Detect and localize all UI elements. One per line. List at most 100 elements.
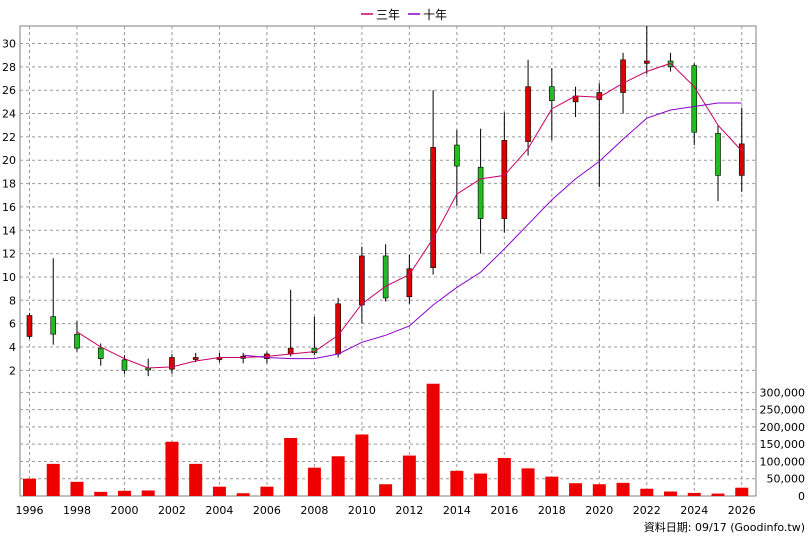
price-tick-2: 2 [9, 364, 16, 377]
x-tick-2024: 2024 [680, 504, 708, 517]
candle-body-2013 [430, 147, 436, 268]
candle-body-2026 [738, 143, 745, 176]
price-tick-20: 20 [2, 154, 16, 167]
volume-bar-2020 [592, 484, 606, 496]
volume-bars [22, 383, 749, 496]
volume-tick-100000: 100,000 [760, 455, 806, 468]
volume-bar-2009 [331, 456, 345, 496]
candle-2009 [335, 297, 341, 358]
candle-2007 [287, 289, 294, 357]
candle-body-2022 [643, 60, 650, 64]
candle-body-2009 [335, 303, 341, 355]
legend-label-ma10: 十年 [423, 8, 447, 22]
volume-bar-2014 [450, 470, 464, 496]
x-tick-2022: 2022 [633, 504, 661, 517]
candle-2026 [738, 107, 745, 192]
volume-bar-2010 [355, 434, 369, 496]
candle-2019 [572, 86, 579, 118]
candle-body-1999 [97, 347, 104, 359]
volume-bar-1998 [70, 481, 84, 496]
price-tick-4: 4 [9, 341, 16, 354]
volume-bar-2025 [711, 493, 725, 496]
volume-bar-2021 [616, 482, 630, 496]
volume-bar-2024 [687, 492, 701, 496]
volume-bar-2000 [117, 490, 131, 496]
volume-bar-1999 [94, 491, 108, 496]
price-tick-12: 12 [2, 248, 16, 261]
candle-body-2025 [715, 133, 721, 176]
ma3-series-line [76, 62, 743, 369]
volume-tick-200000: 200,000 [760, 421, 806, 434]
candle-body-2021 [620, 59, 626, 93]
volume-bar-2005 [236, 493, 250, 496]
volume-tick-300000: 300,000 [760, 386, 806, 399]
volume-bar-2018 [545, 476, 559, 496]
x-tick-2010: 2010 [348, 504, 376, 517]
candle-2005 [240, 352, 246, 364]
candle-1998 [74, 321, 80, 352]
x-tick-2006: 2006 [253, 504, 281, 517]
price-tick-8: 8 [9, 294, 16, 307]
volume-bar-2013 [426, 383, 440, 496]
candle-2002 [169, 353, 175, 374]
candle-body-2007 [287, 347, 294, 355]
source-date-label: 資料日期: 09/17 (Goodinfo.tw) [644, 520, 805, 534]
candle-body-2000 [121, 359, 128, 371]
candle-body-2003 [192, 357, 199, 360]
candle-body-2014 [454, 144, 460, 167]
price-candles [26, 26, 745, 377]
candle-2022 [643, 26, 650, 74]
x-tick-2000: 2000 [110, 504, 138, 517]
volume-bar-2006 [260, 486, 274, 496]
x-tick-2014: 2014 [443, 504, 471, 517]
candle-body-2017 [525, 86, 531, 142]
candle-1996 [26, 313, 33, 339]
candle-body-1997 [50, 316, 57, 335]
x-tick-2012: 2012 [395, 504, 423, 517]
volume-tick-250000: 250,000 [760, 404, 806, 417]
candle-body-2012 [406, 268, 413, 298]
candle-2016 [501, 112, 508, 233]
volume-bar-2015 [474, 473, 488, 496]
price-tick-18: 18 [2, 178, 16, 191]
gridlines [20, 26, 756, 496]
chart-legend: 三年 十年 [361, 8, 447, 22]
candle-2008 [311, 316, 318, 356]
volume-tick-150000: 150,000 [760, 438, 806, 451]
price-tick-10: 10 [2, 271, 16, 284]
volume-tick-0: 0 [798, 490, 805, 503]
candle-2015 [477, 128, 484, 254]
legend-label-ma3: 三年 [376, 8, 400, 22]
price-tick-16: 16 [2, 201, 16, 214]
x-tick-2004: 2004 [205, 504, 233, 517]
candle-body-2002 [169, 357, 175, 370]
candle-body-2016 [501, 140, 508, 219]
volume-bar-1996 [22, 478, 36, 496]
x-axis-ticks: 1996 1998 2000 2002 2004 2006 2008 2010 2012 2014… [15, 504, 755, 517]
candle-2020 [596, 83, 603, 188]
candle-2018 [549, 68, 555, 141]
candle-2011 [382, 244, 389, 302]
price-tick-24: 24 [2, 108, 16, 121]
candle-2025 [715, 125, 721, 202]
candle-body-2018 [549, 86, 555, 102]
price-tick-22: 22 [2, 131, 16, 144]
volume-bar-2011 [379, 484, 393, 496]
candle-body-1998 [74, 333, 80, 349]
x-tick-2018: 2018 [538, 504, 566, 517]
volume-bar-2007 [284, 437, 298, 496]
volume-tick-50000: 50,000 [767, 473, 806, 486]
candle-body-2010 [359, 255, 365, 306]
x-tick-1998: 1998 [63, 504, 91, 517]
x-tick-2008: 2008 [300, 504, 328, 517]
volume-bar-2003 [189, 463, 203, 496]
x-tick-2002: 2002 [158, 504, 186, 517]
volume-bar-2008 [307, 467, 321, 496]
x-tick-2020: 2020 [585, 504, 613, 517]
candle-2024 [691, 63, 698, 146]
price-tick-14: 14 [2, 224, 16, 237]
candle-1997 [50, 258, 57, 345]
volume-bar-2023 [664, 491, 678, 496]
volume-bar-2016 [497, 458, 511, 496]
candle-body-2015 [477, 166, 484, 219]
